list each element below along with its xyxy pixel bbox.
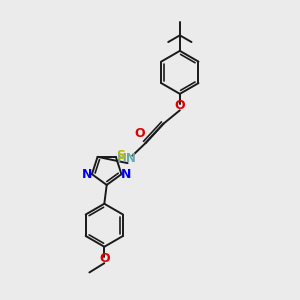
Text: S: S [116,148,125,162]
Text: O: O [175,99,185,112]
Text: HN: HN [117,152,137,165]
Text: O: O [99,252,110,265]
Text: N: N [82,168,92,181]
Text: O: O [135,128,146,140]
Text: N: N [122,168,132,181]
